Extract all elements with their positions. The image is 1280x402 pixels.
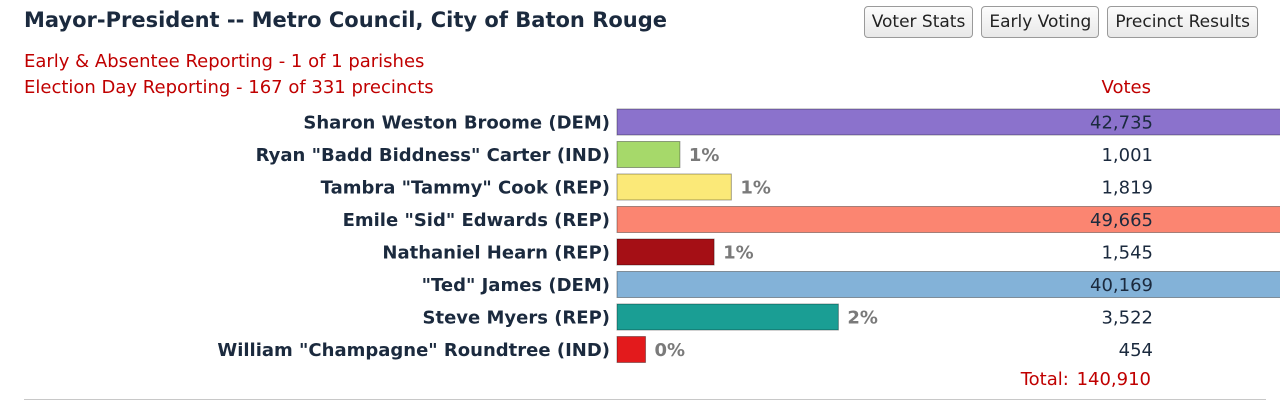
vote-count: 454 bbox=[1119, 340, 1153, 361]
vote-count: 1,819 bbox=[1101, 178, 1153, 199]
page-title: Mayor-President -- Metro Council, City o… bbox=[24, 8, 668, 32]
percent-label: 1% bbox=[689, 145, 720, 166]
vote-count: 40,169 bbox=[1090, 275, 1153, 296]
candidate-label: Sharon Weston Broome (DEM) bbox=[303, 113, 610, 134]
result-bar bbox=[616, 336, 647, 363]
result-bar bbox=[616, 173, 732, 201]
candidate-label: Ryan "Badd Biddness" Carter (IND) bbox=[256, 145, 610, 166]
bottom-divider bbox=[24, 399, 1266, 400]
precinct-results-button[interactable]: Precinct Results bbox=[1107, 6, 1258, 38]
vote-count: 1,001 bbox=[1101, 145, 1153, 166]
result-bar bbox=[616, 141, 681, 168]
early-reporting-status: Early & Absentee Reporting - 1 of 1 pari… bbox=[24, 51, 425, 72]
votes-column-header: Votes bbox=[1101, 77, 1151, 98]
total-votes: Total: 140,910 bbox=[1019, 369, 1151, 390]
result-bar bbox=[616, 238, 715, 266]
candidate-label: Tambra "Tammy" Cook (REP) bbox=[321, 178, 610, 199]
candidate-label: "Ted" James (DEM) bbox=[422, 275, 610, 296]
candidate-label: Steve Myers (REP) bbox=[423, 308, 611, 329]
result-bar bbox=[616, 206, 1280, 233]
action-buttons: Voter Stats Early Voting Precinct Result… bbox=[863, 6, 1258, 38]
total-value: 140,910 bbox=[1076, 369, 1151, 390]
early-voting-button[interactable]: Early Voting bbox=[981, 6, 1100, 38]
election-day-reporting-status: Election Day Reporting - 167 of 331 prec… bbox=[24, 77, 434, 98]
result-bar bbox=[616, 271, 1280, 298]
percent-label: 2% bbox=[847, 308, 878, 329]
voter-stats-button[interactable]: Voter Stats bbox=[863, 6, 974, 38]
vote-count: 3,522 bbox=[1101, 308, 1153, 329]
result-bar bbox=[616, 303, 839, 331]
result-bar bbox=[616, 108, 1280, 136]
total-label: Total: bbox=[1020, 369, 1069, 390]
percent-label: 1% bbox=[740, 178, 771, 199]
candidate-label: Nathaniel Hearn (REP) bbox=[382, 243, 610, 264]
vote-count: 49,665 bbox=[1090, 210, 1153, 231]
candidate-label: William "Champagne" Roundtree (IND) bbox=[217, 340, 610, 361]
vote-count: 1,545 bbox=[1101, 243, 1153, 264]
percent-label: 1% bbox=[723, 243, 754, 264]
vote-count: 42,735 bbox=[1090, 113, 1153, 134]
percent-label: 0% bbox=[655, 340, 686, 361]
candidate-label: Emile "Sid" Edwards (REP) bbox=[343, 210, 610, 231]
